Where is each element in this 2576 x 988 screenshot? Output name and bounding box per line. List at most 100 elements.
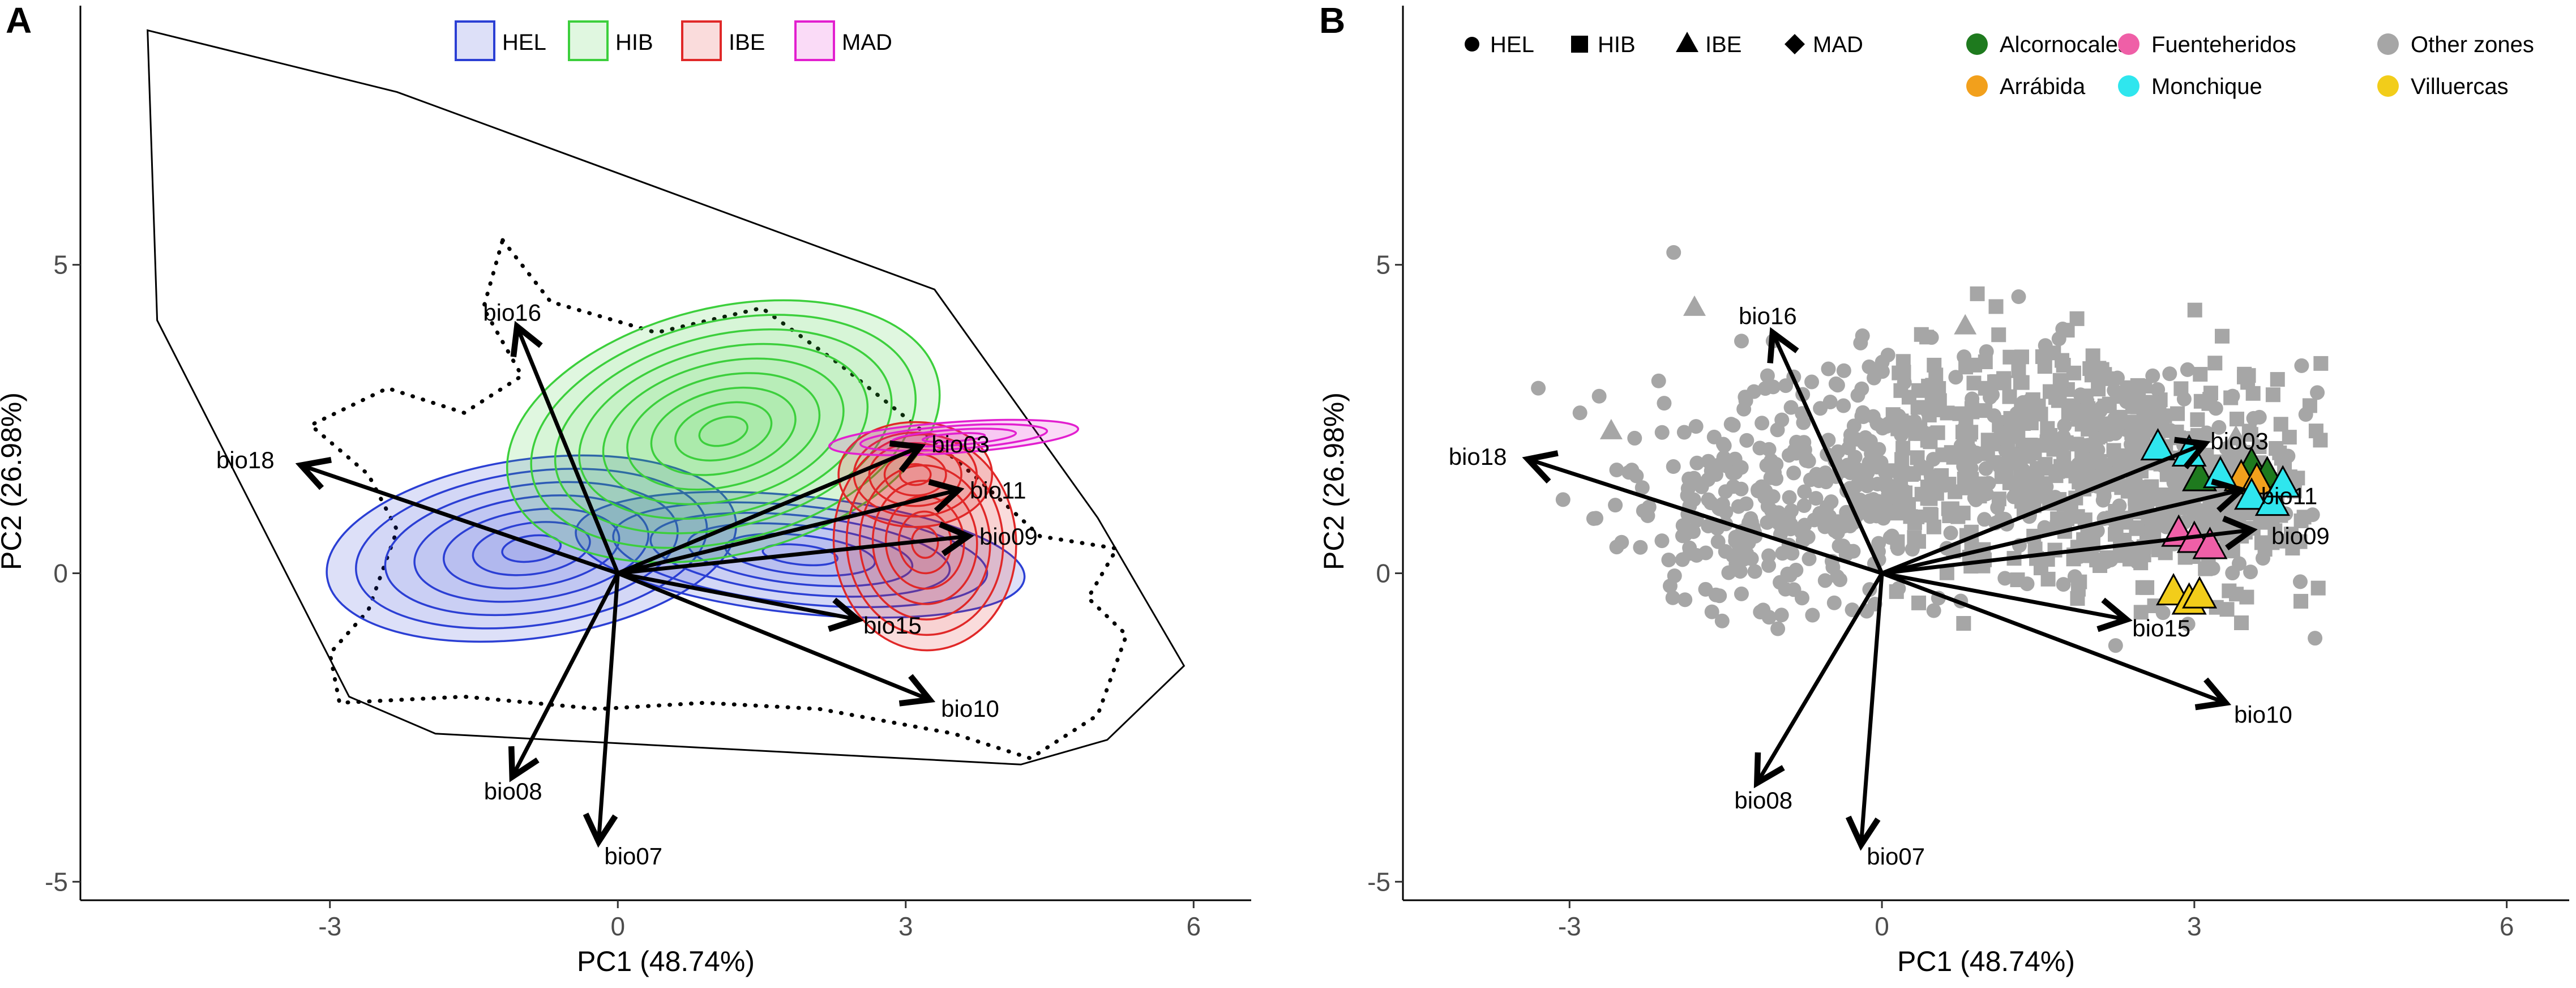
panel-a-vectors: bio03 bio11 bio09 bio15 bio10 bio07 bio08 bio16… (216, 300, 1038, 870)
b-other-zone-point (2056, 577, 2071, 592)
a-vector-label: bio11 (970, 477, 1026, 503)
b-other-zone-point (2086, 438, 2102, 453)
b-other-zone-point (1869, 508, 1884, 524)
b-vector-label: bio07 (1867, 843, 1925, 870)
b-other-zone-point (1666, 245, 1681, 260)
a-vector-bio16 (517, 327, 620, 574)
b-legend-shape-label: HIB (1598, 32, 1636, 57)
a-legend-swatch-mad (794, 20, 835, 61)
b-other-zone-point (1950, 509, 1966, 524)
b-other-zone-point (1725, 548, 1740, 563)
b-x-tick-label: 0 (1875, 912, 1889, 941)
panel-b-axes: -3 0 3 6 -5 0 5 PC1 (48.74%) PC2 (26.98%) (1318, 6, 2569, 977)
a-vector-label: bio09 (979, 523, 1038, 550)
a-vector-bio07 (598, 573, 620, 841)
b-other-zone-point (2090, 523, 2105, 538)
a-legend-swatch-hel (455, 20, 495, 61)
b-other-zone-point (1794, 591, 1809, 606)
b-vector-bio03 (1881, 444, 2205, 575)
b-other-zone-point (1734, 333, 1749, 349)
b-other-zone-point (1962, 445, 1977, 460)
b-other-zone-point (1661, 552, 1676, 567)
panel-a-letter: A (6, 0, 32, 41)
b-other-zone-point (1830, 378, 1845, 393)
b-other-zone-point (2280, 448, 2296, 464)
a-density-contour-hib (674, 401, 773, 462)
b-vector-label: bio08 (1734, 787, 1792, 814)
b-other-zone-point (2050, 511, 2065, 527)
b-other-zone-point (1910, 509, 1925, 524)
b-other-zone-point (2068, 468, 2083, 484)
b-other-zone-point (1959, 473, 1974, 488)
b-other-zone-point (1763, 459, 1778, 474)
b-other-zone-point (1774, 608, 1789, 623)
b-other-zone-point (2269, 440, 2284, 456)
b-other-zone-point (2050, 464, 2065, 479)
b-other-zone-point (2130, 378, 2145, 393)
b-legend-zone-dot (2118, 75, 2139, 97)
b-other-zone-point (2081, 401, 2096, 416)
b-other-zone-point (2150, 382, 2166, 397)
b-other-zone-point (2037, 359, 2052, 374)
b-other-zone-point (1747, 564, 1762, 579)
a-density-contour-hel (384, 481, 679, 617)
b-other-zone-point (2108, 638, 2123, 653)
b-other-zone-point (2193, 367, 2208, 382)
b-other-zone-point (2293, 593, 2309, 609)
b-other-zone-point (2006, 489, 2021, 504)
a-legend-label: HIB (615, 30, 653, 55)
b-other-zone-point (1739, 433, 1755, 448)
b-other-zone-point (1634, 480, 1650, 495)
b-legend-shape-label: HEL (1490, 32, 1534, 57)
a-x-axis-title: PC1 (48.74%) (577, 946, 755, 977)
b-other-zone-point (2145, 510, 2160, 525)
b-vector-label: bio15 (2132, 615, 2190, 641)
b-other-zone-point (1821, 361, 1836, 377)
b-other-zone-point (1760, 515, 1775, 530)
b-other-zone-point (2298, 407, 2313, 422)
b-legend-zone-label: Other zones (2411, 32, 2534, 57)
b-y-tick-label: -5 (1367, 867, 1390, 896)
b-other-zone-point (1977, 512, 1992, 527)
b-vector-bio08 (1757, 572, 1884, 782)
b-other-zone-point (1711, 501, 1727, 516)
b-other-zone-point (2180, 617, 2196, 632)
b-legend-zone-dot (2118, 33, 2139, 55)
b-other-zone-point (1599, 418, 1623, 439)
b-other-zone-point (1710, 459, 1725, 474)
b-other-zone-point (2092, 454, 2107, 469)
a-convex-hull (147, 29, 1186, 765)
b-other-zone-point (1609, 540, 1624, 555)
b-other-zone-point (2253, 515, 2268, 530)
b-other-zone-point (2313, 356, 2329, 371)
b-other-zone-point (1964, 401, 1979, 416)
b-other-zone-point (2095, 418, 2111, 433)
b-other-zone-point (1910, 450, 1925, 465)
b-other-zone-point (1633, 540, 1648, 555)
a-vector-bio03 (617, 447, 920, 575)
b-other-zone-point (1890, 541, 1906, 556)
b-other-zone-point (1689, 455, 1705, 471)
b-other-zone-point (1957, 349, 1972, 365)
b-legend-zone-label: Fuenteheridos (2151, 32, 2296, 57)
b-other-zone-point (1889, 584, 1904, 599)
b-other-zone-point (2211, 420, 2227, 435)
b-other-zone-point (1989, 374, 2004, 389)
panel-a-chart: bio03 bio11 bio09 bio15 bio10 bio07 bio08 bio16… (0, 6, 1251, 977)
b-other-zone-point (2187, 302, 2202, 318)
b-other-zone-point (1890, 506, 1905, 521)
b-y-tick-label: 0 (1376, 558, 1390, 588)
b-other-zone-point (1802, 551, 1817, 566)
b-other-zone-point (1676, 425, 1692, 440)
b-other-zone-point (1997, 571, 2013, 586)
b-other-zone-point (2123, 437, 2138, 452)
b-other-zone-point (2072, 574, 2087, 589)
b-other-zone-point (1856, 409, 1871, 424)
b-other-zone-point (1678, 592, 1693, 608)
b-other-zone-point (2116, 448, 2132, 463)
b-other-zone-point (1704, 604, 1719, 619)
a-vector-bio09 (617, 536, 968, 575)
a-legend-label: MAD (842, 30, 892, 55)
b-point-monchique (2140, 427, 2176, 461)
b-legend-zone-label: Arrábida (2000, 74, 2086, 99)
